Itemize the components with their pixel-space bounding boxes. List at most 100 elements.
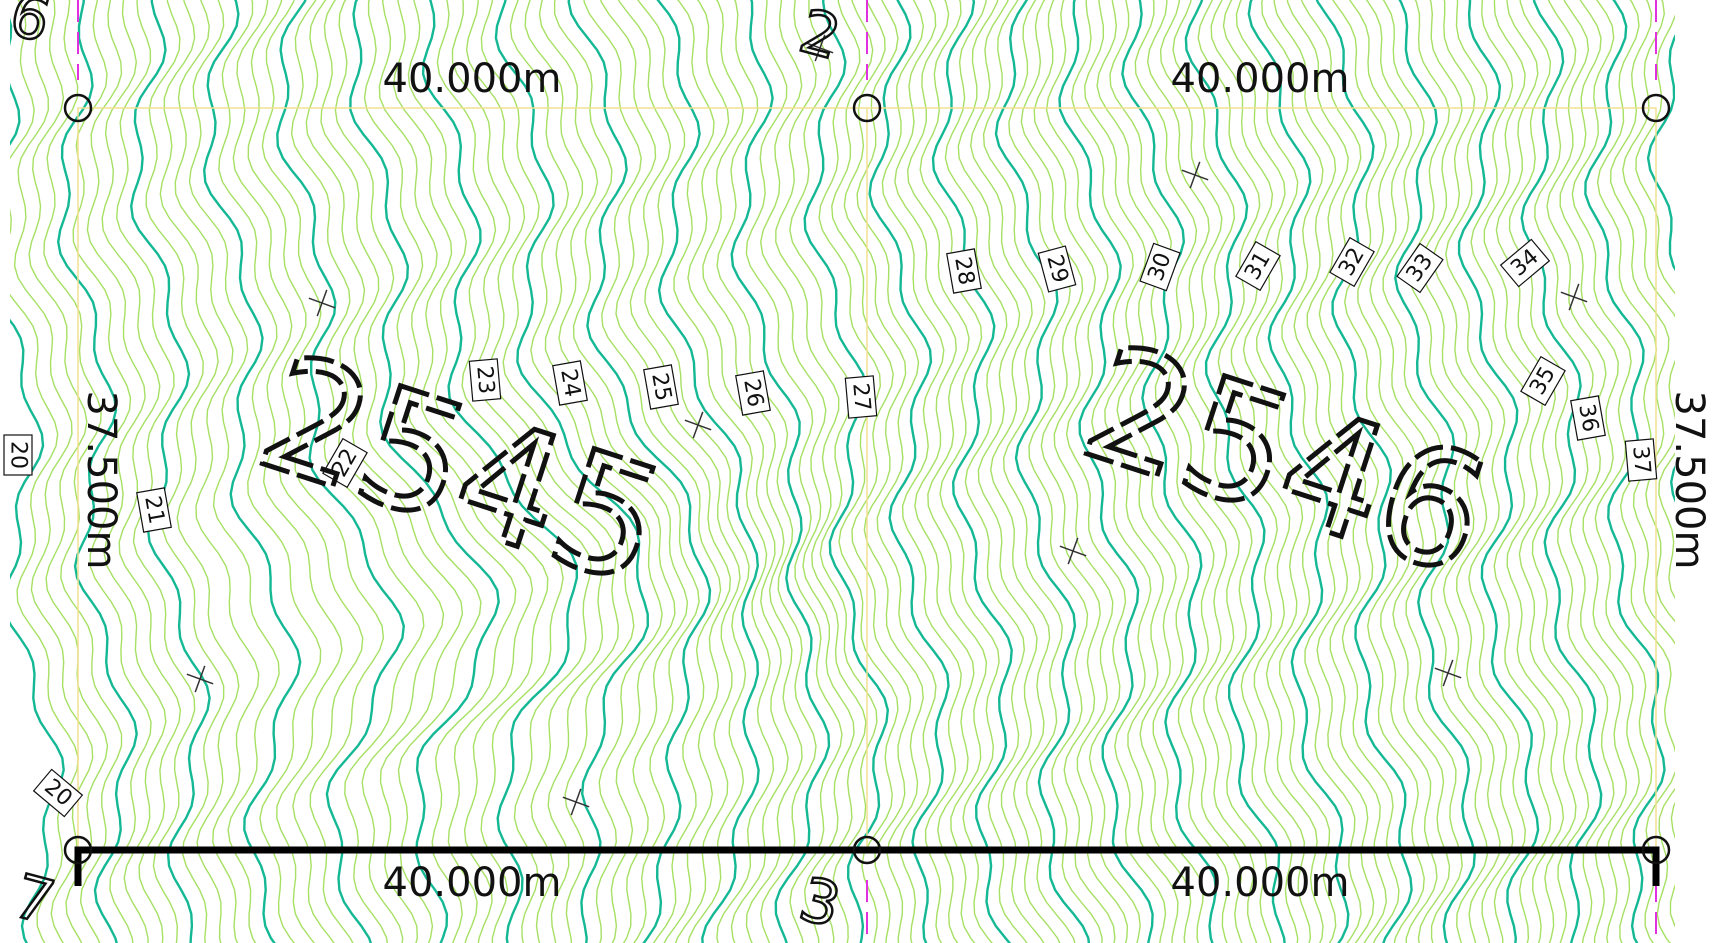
minor-contour-line — [1301, 0, 1400, 943]
pin-marker — [1641, 835, 1671, 865]
minor-contour-line — [831, 0, 912, 943]
minor-contour-line — [1534, 0, 1615, 943]
minor-contour-line — [159, 0, 240, 943]
minor-contour-line — [553, 0, 700, 943]
contour-label: 20 — [32, 768, 84, 818]
minor-contour-line — [789, 0, 878, 943]
contour-label: 35 — [1520, 355, 1566, 407]
contour-label: 32 — [1329, 236, 1375, 288]
minor-contour-line — [451, 0, 605, 943]
minor-contour-line — [378, 0, 534, 943]
dimension-top-right: 40.000m — [1171, 56, 1350, 102]
lot-number-right: 2546 — [1063, 308, 1508, 612]
major-contour-line — [931, 0, 1013, 943]
minor-contour-line — [334, 0, 482, 943]
minor-contour-line — [1172, 0, 1272, 943]
corner-number: 7 — [6, 861, 61, 938]
minor-contour-line — [232, 0, 343, 943]
svg-text:37: 37 — [1627, 445, 1654, 475]
minor-contour-line — [480, 0, 635, 943]
minor-contour-line — [1008, 0, 1103, 943]
contour-label: 21 — [136, 487, 172, 533]
minor-contour-line — [1083, 0, 1179, 943]
svg-text:25: 25 — [646, 371, 675, 403]
dimension-bottom-right: 40.000m — [1171, 860, 1350, 906]
minor-contour-line — [745, 0, 843, 943]
minor-contour-line — [687, 0, 789, 943]
major-contour-line — [202, 0, 302, 943]
contour-label: 24 — [552, 360, 588, 406]
minor-contour-line — [818, 0, 899, 943]
minor-contour-line — [261, 0, 385, 943]
minor-contour-line — [673, 0, 775, 943]
contour-label: 27 — [844, 375, 878, 419]
minor-contour-line — [320, 0, 464, 943]
minor-contour-line — [919, 0, 1000, 943]
pin-marker — [63, 835, 93, 865]
svg-text:27: 27 — [847, 382, 874, 412]
minor-contour-line — [188, 0, 280, 943]
minor-contour-line — [1365, 0, 1451, 943]
dimension-left-side: 37.500m — [78, 391, 124, 570]
contour-label: 29 — [1037, 245, 1077, 293]
contour-label: 26 — [735, 370, 771, 416]
minor-contour-line — [1109, 0, 1204, 943]
minor-contour-line — [1433, 0, 1514, 943]
minor-contour-line — [174, 0, 260, 943]
minor-contour-line — [1134, 0, 1230, 943]
minor-contour-line — [702, 0, 803, 943]
minor-contour-line — [1273, 0, 1375, 943]
minor-contour-line — [856, 0, 937, 943]
minor-contour-line — [1382, 0, 1463, 943]
minor-contour-line — [1020, 0, 1116, 943]
grid-lines — [77, 0, 1657, 943]
minor-contour-line — [1332, 0, 1425, 943]
major-contour-line — [1457, 0, 1540, 943]
major-contour-line — [494, 0, 650, 943]
minor-contour-line — [982, 0, 1076, 943]
minor-contour-line — [843, 0, 924, 943]
minor-contour-line — [115, 0, 196, 943]
survey-pins — [63, 93, 1671, 865]
major-contour-line — [730, 0, 831, 943]
minor-contour-line — [1146, 0, 1243, 943]
minor-contour-line — [218, 0, 322, 943]
svg-text:28: 28 — [949, 255, 978, 287]
corner-number: 3 — [792, 864, 847, 941]
major-contour-line — [1247, 0, 1350, 943]
minor-contour-line — [1571, 0, 1653, 943]
major-contour-line — [349, 0, 500, 943]
minor-contour-line — [1197, 0, 1299, 943]
svg-text:26: 26 — [738, 377, 767, 409]
minor-contour-line — [1445, 0, 1527, 943]
minor-contour-line — [247, 0, 364, 943]
spot-height-marks — [186, 34, 1588, 816]
minor-contour-line — [583, 0, 722, 943]
minor-contour-line — [363, 0, 517, 943]
minor-contour-line — [407, 0, 564, 943]
dimension-bottom-left: 40.000m — [383, 860, 562, 906]
corner-number: 2 — [792, 0, 847, 74]
contour-label: 23 — [468, 358, 502, 402]
major-contour-line — [421, 0, 578, 943]
minor-contour-line — [465, 0, 620, 943]
major-contour-line — [1058, 0, 1154, 943]
pin-marker — [852, 93, 882, 123]
minor-contour-line — [72, 0, 152, 943]
pin-marker — [1641, 93, 1671, 123]
minor-contour-line — [1546, 0, 1628, 943]
minor-contour-line — [969, 0, 1061, 943]
svg-text:36: 36 — [1573, 402, 1602, 434]
minor-contour-line — [1222, 0, 1324, 943]
contour-label: 34 — [1499, 238, 1551, 288]
svg-text:20: 20 — [6, 441, 31, 469]
minor-contour-line — [1071, 0, 1167, 943]
svg-text:21: 21 — [139, 494, 168, 526]
svg-text:24: 24 — [555, 367, 584, 399]
minor-contour-line — [538, 0, 689, 943]
lot-number-left: 2545 — [239, 318, 684, 622]
minor-contour-line — [1419, 0, 1501, 943]
minor-contour-line — [1096, 0, 1192, 943]
